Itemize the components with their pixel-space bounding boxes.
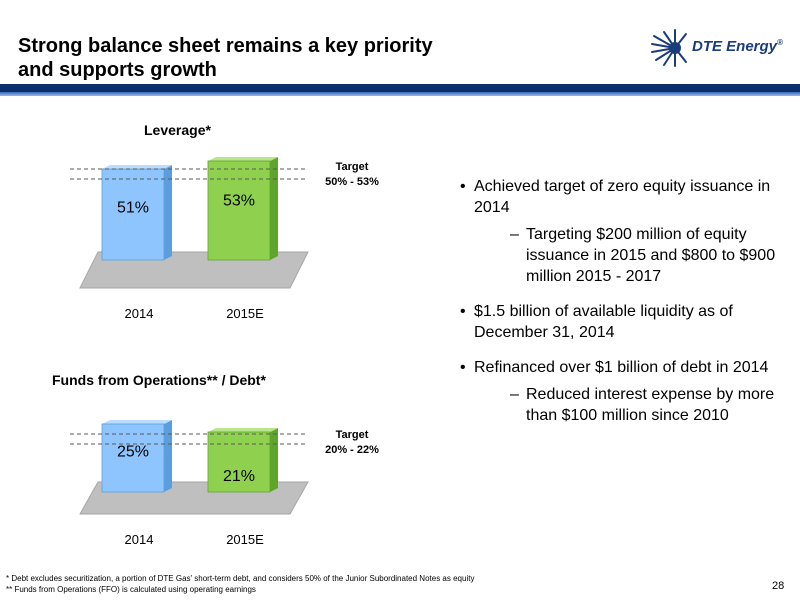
- ffo-debt-chart-plot: 25% 2014 21% 2015E: [70, 420, 309, 547]
- chart-title: Leverage*: [144, 122, 211, 138]
- bar-top: [208, 428, 278, 432]
- bar-value-label: 21%: [223, 468, 255, 485]
- bullet-marker: •: [460, 178, 466, 195]
- bar-side: [270, 428, 278, 492]
- bar-value-label: 51%: [117, 200, 149, 217]
- page-number: 28: [772, 580, 785, 592]
- leverage-chart-plot: 51% 2014 53% 2015E: [70, 157, 309, 321]
- bar-top: [102, 420, 172, 424]
- ffo-debt-chart: Funds from Operations** / Debt* 25% 2014 2…: [40, 368, 400, 568]
- bar-side: [270, 157, 278, 260]
- bar-value-label: 53%: [223, 193, 255, 210]
- category-label: 2014: [125, 306, 154, 321]
- target-range: 20% - 22%: [325, 444, 379, 456]
- category-label: 2015E: [226, 532, 264, 547]
- sub-bullet-marker: –: [510, 226, 519, 243]
- bullet-item: • Refinanced over $1 billion of debt in 2…: [460, 357, 780, 426]
- bullet-list: • Achieved target of zero equity issuance…: [460, 176, 780, 440]
- category-label: 2015E: [226, 306, 264, 321]
- dte-sun-burst-icon: [651, 29, 687, 67]
- leverage-chart: Leverage* 51% 2014 53% 2015E Target 50% - 5…: [40, 112, 400, 332]
- sub-bullet-item: – Targeting $200 million of equity issuan…: [474, 224, 780, 287]
- logo-registered-mark: ®: [777, 38, 783, 47]
- title-line-2: and supports growth: [18, 59, 217, 81]
- bullet-marker: •: [460, 303, 466, 320]
- title-line-1: Strong balance sheet remains a key prior…: [18, 35, 433, 57]
- bar-top: [208, 157, 278, 161]
- sub-bullet-text: Targeting $200 million of equity issuanc…: [526, 226, 776, 285]
- bullet-text: Refinanced over $1 billion of debt in 20…: [474, 359, 769, 376]
- chart-title: Funds from Operations** / Debt*: [52, 372, 266, 388]
- target-label: Target 50% - 53%: [312, 160, 392, 190]
- target-title: Target: [335, 161, 369, 173]
- sub-bullet-text: Reduced interest expense by more than $1…: [526, 386, 775, 424]
- footnote-ffo: ** Funds from Operations (FFO) is calcul…: [6, 585, 256, 594]
- bar-2015e: [207, 431, 271, 493]
- bullet-text: Achieved target of zero equity issuance …: [474, 178, 771, 216]
- target-label: Target 20% - 22%: [312, 428, 392, 458]
- bar-side: [164, 165, 172, 260]
- footnotes: * Debt excludes securitization, a portio…: [6, 573, 474, 595]
- chart-floor: [79, 251, 309, 289]
- header-rule: [0, 84, 800, 92]
- bar-value-label: 25%: [117, 444, 149, 461]
- bullet-item: • Achieved target of zero equity issuance…: [460, 176, 780, 287]
- logo-text: DTE Energy®: [692, 38, 783, 55]
- bar-2015e: [207, 160, 271, 261]
- bar-2014: [101, 168, 165, 261]
- category-label: 2014: [125, 532, 154, 547]
- bullet-marker: •: [460, 359, 466, 376]
- target-range: 50% - 53%: [325, 176, 379, 188]
- logo-name: DTE Energy: [692, 38, 778, 55]
- bullet-text: $1.5 billion of available liquidity as o…: [474, 303, 733, 341]
- bar-side: [164, 420, 172, 492]
- bar-2014: [101, 423, 165, 493]
- header-rule-accent: [0, 92, 800, 96]
- company-logo: DTE Energy®: [648, 28, 798, 68]
- sub-bullet-marker: –: [510, 386, 519, 403]
- target-title: Target: [335, 429, 369, 441]
- bullet-item: • $1.5 billion of available liquidity as …: [460, 301, 780, 343]
- slide-title: Strong balance sheet remains a key prior…: [18, 34, 538, 82]
- bar-top: [102, 165, 172, 169]
- sub-bullet-item: – Reduced interest expense by more than $…: [474, 384, 780, 426]
- footnote-debt: * Debt excludes securitization, a portio…: [6, 574, 475, 583]
